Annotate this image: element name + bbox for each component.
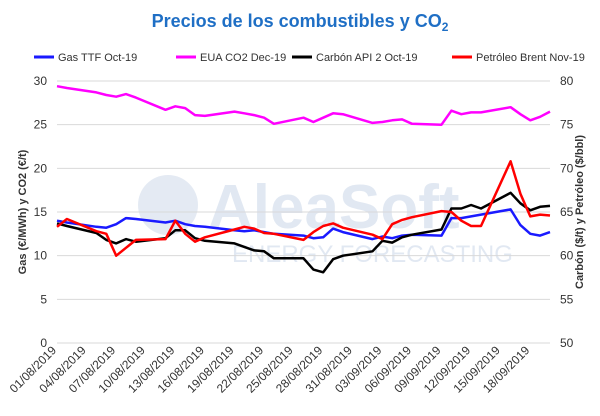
series-line-2 xyxy=(56,191,551,274)
watermark-tagline: ENERGY FORECASTING xyxy=(232,241,513,268)
right-tick-label: 75 xyxy=(560,118,574,132)
right-tick-label: 60 xyxy=(560,249,574,263)
grid-lines xyxy=(57,80,550,344)
legend-item: Carbón API 2 Oct-19 xyxy=(292,52,418,64)
chart-title-text: Precios de los combustibles y CO xyxy=(152,11,442,31)
series-line-1 xyxy=(56,84,551,126)
legend: Gas TTF Oct-19 EUA CO2 Dec-19 Carbón API 2… xyxy=(34,52,585,64)
left-axis-ticks: 0 5 10 15 20 25 30 xyxy=(34,74,48,350)
left-tick-label: 5 xyxy=(40,292,47,306)
legend-label: Gas TTF Oct-19 xyxy=(58,52,137,64)
left-tick-label: 10 xyxy=(34,249,48,263)
x-axis-ticks: 01/08/201904/08/201907/08/201910/08/2019… xyxy=(7,343,533,396)
left-axis-label: Gas (€/MWh) y CO2 (€/t) xyxy=(17,149,29,274)
left-tick-label: 15 xyxy=(34,205,48,219)
aleasoft-watermark: AleaSoft ENERGY FORECASTING xyxy=(138,173,513,268)
series-line-3 xyxy=(56,160,551,257)
right-axis-ticks: 50 55 60 65 70 75 80 xyxy=(560,74,574,350)
right-tick-label: 55 xyxy=(560,292,574,306)
right-tick-label: 70 xyxy=(560,161,574,175)
series-line-0 xyxy=(56,208,551,241)
right-tick-label: 80 xyxy=(560,74,574,88)
series-lines xyxy=(56,84,551,274)
left-tick-label: 30 xyxy=(34,74,48,88)
legend-item: Gas TTF Oct-19 xyxy=(34,52,137,64)
right-axis-label: Carbón ($/t) y Petróleo ($/bbl) xyxy=(574,135,586,289)
legend-label: Petróleo Brent Nov-19 xyxy=(476,52,585,64)
right-tick-label: 50 xyxy=(560,336,574,350)
right-tick-label: 65 xyxy=(560,205,574,219)
left-tick-label: 20 xyxy=(34,161,48,175)
left-tick-label: 0 xyxy=(40,336,47,350)
chart-title-subscript: 2 xyxy=(442,20,449,34)
left-tick-label: 25 xyxy=(34,118,48,132)
legend-item: Petróleo Brent Nov-19 xyxy=(452,52,585,64)
legend-label: EUA CO2 Dec-19 xyxy=(200,52,286,64)
legend-label: Carbón API 2 Oct-19 xyxy=(316,52,418,64)
legend-item: EUA CO2 Dec-19 xyxy=(176,52,286,64)
chart-title: Precios de los combustibles y CO2 xyxy=(152,11,449,34)
